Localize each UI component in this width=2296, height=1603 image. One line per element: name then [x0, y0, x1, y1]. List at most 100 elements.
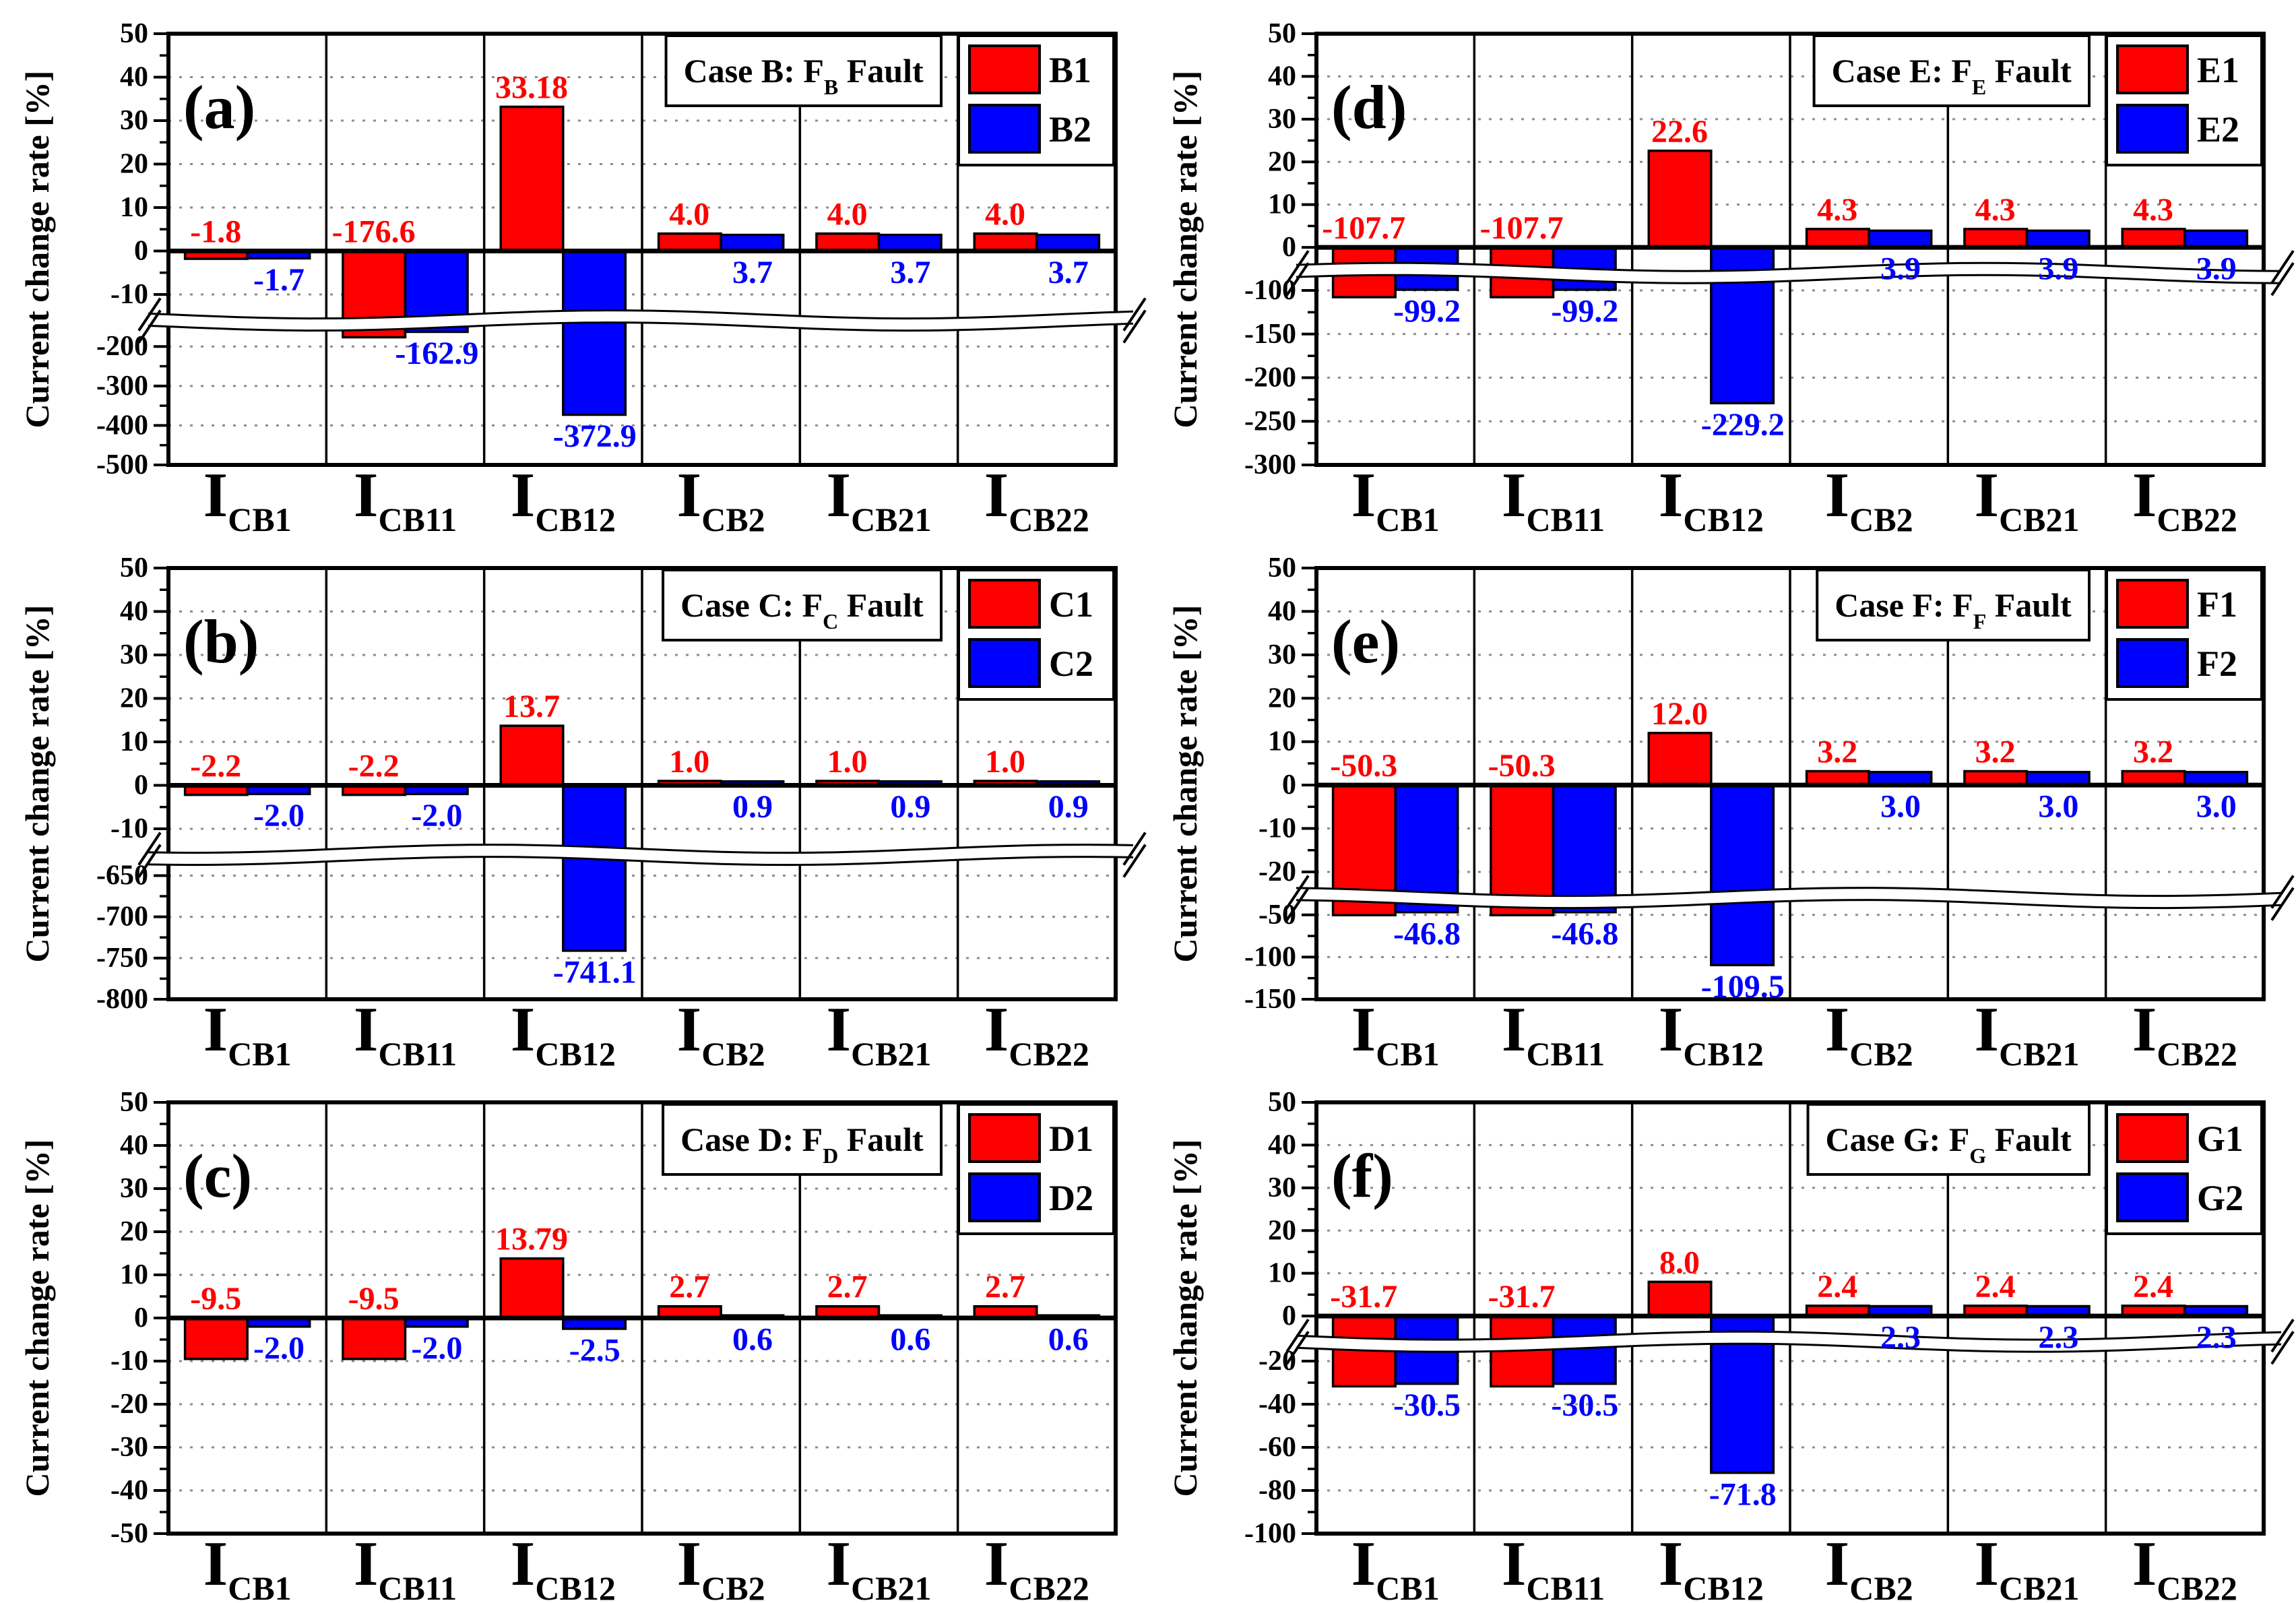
value-label-F2-I_CB22: 3.0	[2196, 789, 2237, 825]
chart-case-f: 50 40 30 20 10 0 -10 -20 -50 -100 -150 -50.3 -50.3 12…	[1166, 553, 2295, 1069]
legend-label-G2: G2	[2197, 1178, 2243, 1218]
y-tick-label: 20	[1268, 1215, 1296, 1246]
y-tick-label: 50	[120, 1087, 148, 1118]
value-label-D1-I_CB2: 2.7	[669, 1269, 709, 1305]
value-label-B1-I_CB22: 4.0	[985, 197, 1025, 232]
bar-B1-I_CB12	[499, 105, 565, 253]
y-tick-label: -250	[1244, 406, 1296, 437]
legend-label-F1: F1	[2197, 584, 2237, 625]
plot-area: 50 40 30 20 10 0 -10 -200 -300 -400 -500 -1.8 -176.6…	[18, 18, 1147, 534]
axis-break-slash	[1285, 250, 1310, 284]
x-label-ICB21: ICB21	[826, 1529, 931, 1603]
y-tick-label: 0	[1282, 769, 1296, 800]
panel-f: 50 40 30 20 10 0 -20 -40 -60 -80 -100 -31.7 -31.7 8.0…	[1148, 1069, 2296, 1603]
value-label-E2-I_CB12: -229.2	[1701, 407, 1785, 443]
y-tick-label: 50	[1268, 18, 1296, 49]
y-tick-label: 0	[1282, 232, 1296, 263]
y-tick-label: -50	[110, 1518, 148, 1549]
y-axis-title: Current change rate [%]	[1166, 605, 1204, 963]
y-tick-label: -300	[96, 371, 148, 402]
y-tick-label: -650	[96, 860, 148, 891]
legend-swatch-B2	[968, 104, 1041, 154]
title-box-frame	[1806, 1103, 2091, 1176]
value-label-G1-I_CB22: 2.4	[2133, 1269, 2173, 1305]
bar-C1-I_CB12	[499, 724, 565, 787]
value-label-G1-I_CB1: -31.7	[1330, 1279, 1397, 1315]
x-label-ICB12: ICB12	[1659, 995, 1764, 1069]
value-label-E2-I_CB11: -99.2	[1551, 294, 1618, 329]
legend-swatch-F2	[2116, 638, 2189, 688]
bar-B2-I_CB22	[1035, 233, 1101, 253]
x-label-ICB11: ICB11	[1502, 460, 1605, 534]
legend-swatch-B1	[968, 44, 1041, 94]
value-label-C2-I_CB1: -2.0	[253, 798, 305, 834]
y-tick-label: 30	[120, 1173, 148, 1204]
title-box-frame	[664, 34, 943, 107]
axis-break-slash	[1122, 297, 1147, 332]
bar-F2-I_CB11	[1552, 784, 1617, 914]
value-label-E1-I_CB21: 4.3	[1975, 192, 2016, 228]
axis-break-line-bottom	[1296, 1342, 2282, 1353]
value-label-B1-I_CB12: 33.18	[495, 69, 568, 105]
y-tick-label: -20	[1258, 1346, 1296, 1377]
x-label-ICB12: ICB12	[511, 1529, 616, 1603]
panel-letter: (f)	[1331, 1141, 1393, 1210]
axis-break-line-bottom	[148, 856, 1134, 867]
legend-label-C1: C1	[1049, 584, 1093, 625]
panel-letter: (e)	[1331, 607, 1400, 676]
x-label-ICB21: ICB21	[1974, 1529, 2079, 1603]
bar-F1-I_CB11	[1490, 784, 1555, 916]
axis-break-line-bottom	[1296, 899, 2282, 910]
value-label-D2-I_CB11: -2.0	[411, 1330, 462, 1366]
y-tick-label: 20	[120, 148, 148, 179]
bar-D1-I_CB1	[183, 1317, 249, 1360]
legend-swatch-E1	[2116, 44, 2189, 94]
value-label-C2-I_CB22: 0.9	[1048, 789, 1089, 825]
y-tick-label: 40	[1268, 596, 1296, 627]
value-label-G2-I_CB21: 2.3	[2038, 1320, 2078, 1356]
title-box-frame	[1812, 34, 2091, 107]
axis-break-line-bottom	[1296, 274, 2282, 284]
plot-area: 50 40 30 20 10 0 -20 -40 -60 -80 -100 -31.7 -31.7 8.0…	[1166, 1087, 2295, 1603]
y-tick-label: 30	[1268, 639, 1296, 670]
x-label-ICB2: ICB2	[1825, 1529, 1913, 1603]
axis-break-slash	[1122, 309, 1147, 344]
title-box: Case E: FE Fault	[1812, 34, 2091, 107]
value-label-B1-I_CB11: -176.6	[332, 214, 416, 249]
value-label-F2-I_CB2: 3.0	[1880, 789, 1921, 825]
legend-swatch-G1	[2116, 1113, 2189, 1163]
legend-label-D1: D1	[1049, 1119, 1093, 1159]
value-label-E2-I_CB22: 3.9	[2196, 251, 2237, 287]
value-label-E1-I_CB1: -107.7	[1322, 210, 1405, 246]
y-axis-title: Current change rate [%]	[1166, 71, 1204, 429]
y-axis-title: Current change rate [%]	[18, 71, 56, 429]
legend-swatch-E2	[2116, 104, 2189, 154]
plot-border	[1314, 32, 2266, 467]
y-tick-label: 40	[1268, 61, 1296, 92]
y-tick-label: 10	[1268, 726, 1296, 757]
x-label-ICB21: ICB21	[1974, 995, 2079, 1069]
title-box: Case F: FF Fault	[1816, 569, 2091, 641]
plot-border	[166, 566, 1118, 1001]
y-tick-label: -700	[96, 902, 148, 933]
value-label-G1-I_CB12: 8.0	[1659, 1245, 1700, 1280]
panel-c: 50 40 30 20 10 0 -10 -20 -30 -40 -50 -9.5 -9.5 13.79 2…	[0, 1069, 1148, 1603]
axis-break-line-top	[1296, 261, 2282, 272]
axis-break-slash	[2270, 875, 2295, 909]
value-label-E1-I_CB12: 22.6	[1651, 114, 1708, 150]
y-tick-label: -500	[96, 449, 148, 480]
y-tick-label: 20	[120, 683, 148, 714]
chart-case-b: 50 40 30 20 10 0 -10 -200 -300 -400 -500 -1.8 -176.6…	[18, 18, 1147, 534]
axis-break-line-top	[1296, 1330, 2282, 1341]
value-label-C1-I_CB11: -2.2	[348, 748, 400, 784]
value-label-C1-I_CB21: 1.0	[827, 744, 868, 780]
value-label-F1-I_CB2: 3.2	[1817, 734, 1857, 770]
value-label-D2-I_CB12: -2.5	[569, 1333, 620, 1369]
bar-E2-I_CB21	[2025, 229, 2091, 249]
value-label-E2-I_CB1: -99.2	[1393, 294, 1461, 329]
y-tick-label: 30	[120, 639, 148, 670]
legend-label-B1: B1	[1049, 50, 1091, 90]
x-label-ICB22: ICB22	[2132, 1529, 2237, 1603]
